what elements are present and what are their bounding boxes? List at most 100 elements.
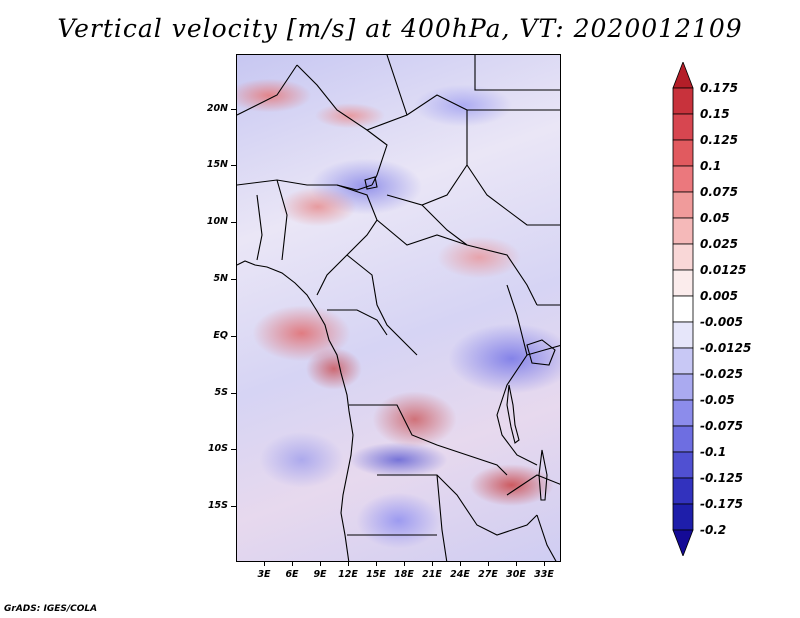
colorbar-label-14: -0.1	[700, 445, 727, 459]
y-tick-15n	[231, 165, 236, 166]
colorbar-label-1: 0.15	[700, 107, 730, 121]
y-label-eq: EQ	[213, 330, 228, 341]
border-south-3	[436, 474, 448, 561]
colorbar-segment-5	[672, 191, 694, 219]
y-tick-20n	[231, 109, 236, 110]
colorbar-label-0: 0.175	[700, 81, 738, 95]
lake-chad	[364, 176, 378, 190]
x-tick-33e	[544, 562, 545, 566]
y-tick-5s	[231, 393, 236, 394]
colorbar-segment-9	[672, 295, 694, 323]
y-tick-5n	[231, 279, 236, 280]
colorbar-segment-12	[672, 373, 694, 401]
y-label-20n: 20N	[206, 103, 228, 114]
lake-tanganyika	[506, 384, 520, 444]
border-south-2	[377, 474, 538, 536]
colorbar-segment-2	[672, 113, 694, 141]
y-tick-15s	[231, 506, 236, 507]
colorbar-segment-11	[672, 347, 694, 375]
colorbar-label-4: 0.075	[700, 185, 738, 199]
border-south-6	[536, 514, 557, 561]
x-tick-27e	[488, 562, 489, 566]
colorbar-segment-0	[672, 62, 694, 89]
border-east-1	[496, 284, 538, 466]
x-tick-30e	[516, 562, 517, 566]
border-west-1	[237, 64, 298, 116]
colorbar-segment-4	[672, 165, 694, 193]
border-south-5	[506, 474, 560, 496]
colorbar-segment-17	[672, 503, 694, 531]
colorbar-segment-8	[672, 269, 694, 297]
border-central-6	[327, 309, 388, 336]
colorbar-segment-10	[672, 321, 694, 349]
border-central-1	[316, 184, 378, 296]
colorbar-label-8: 0.005	[700, 289, 738, 303]
colorbar-label-12: -0.05	[700, 393, 735, 407]
colorbar-label-7: 0.0125	[700, 263, 747, 277]
colorbar-segment-18	[672, 529, 694, 556]
colorbar-label-17: -0.2	[700, 523, 727, 537]
colorbar-segment-13	[672, 399, 694, 427]
border-west-3	[256, 194, 263, 261]
x-label-21e: 21E	[422, 569, 442, 580]
border-central-4	[466, 164, 560, 226]
coastline-west	[237, 260, 354, 561]
colorbar-segment-3	[672, 139, 694, 167]
x-label-9e: 9E	[313, 569, 327, 580]
x-label-27e: 27E	[478, 569, 498, 580]
colorbar-label-15: -0.125	[700, 471, 743, 485]
y-label-5s: 5S	[214, 387, 228, 398]
x-label-15e: 15E	[366, 569, 386, 580]
y-label-10n: 10N	[206, 216, 228, 227]
colorbar-label-9: -0.005	[700, 315, 743, 329]
x-tick-21e	[432, 562, 433, 566]
border-east-3	[526, 344, 560, 356]
y-label-15n: 15N	[206, 159, 228, 170]
x-label-12e: 12E	[338, 569, 358, 580]
y-label-5n: 5N	[213, 273, 228, 284]
border-central-2	[376, 219, 538, 306]
y-tick-10s	[231, 449, 236, 450]
x-tick-3e	[264, 562, 265, 566]
colorbar-label-2: 0.125	[700, 133, 738, 147]
y-tick-eq	[231, 336, 236, 337]
x-label-18e: 18E	[394, 569, 414, 580]
x-label-6e: 6E	[285, 569, 299, 580]
lake-malawi	[538, 449, 548, 501]
x-tick-15e	[376, 562, 377, 566]
colorbar-label-10: -0.0125	[700, 341, 752, 355]
colorbar-segment-7	[672, 243, 694, 271]
y-label-10s: 10S	[207, 443, 228, 454]
border-north-5	[386, 55, 408, 116]
map-borders	[237, 55, 560, 561]
colorbar-segment-16	[672, 477, 694, 505]
y-label-15s: 15S	[207, 500, 228, 511]
x-tick-6e	[292, 562, 293, 566]
x-tick-18e	[404, 562, 405, 566]
x-tick-9e	[320, 562, 321, 566]
x-label-3e: 3E	[257, 569, 271, 580]
border-north-1	[296, 64, 388, 186]
credit-text: GrADS: IGES/COLA	[4, 604, 98, 614]
x-label-30e: 30E	[506, 569, 526, 580]
chart-title: Vertical velocity [m/s] at 400hPa, VT: 2…	[57, 14, 743, 43]
colorbar-label-3: 0.1	[700, 159, 722, 173]
colorbar-segment-14	[672, 425, 694, 453]
colorbar-segment-15	[672, 451, 694, 479]
colorbar-label-16: -0.175	[700, 497, 743, 511]
border-west-2	[237, 179, 373, 191]
map-panel	[236, 54, 561, 562]
y-tick-10n	[231, 222, 236, 223]
x-label-24e: 24E	[450, 569, 470, 580]
border-central-5	[346, 254, 418, 356]
border-north-4	[474, 55, 560, 91]
x-tick-12e	[348, 562, 349, 566]
border-west-4	[276, 179, 288, 261]
colorbar-label-5: 0.05	[700, 211, 730, 225]
x-tick-24e	[460, 562, 461, 566]
border-central-3	[421, 204, 468, 246]
colorbar-label-11: -0.025	[700, 367, 743, 381]
colorbar-label-6: 0.025	[700, 237, 738, 251]
colorbar-label-13: -0.075	[700, 419, 743, 433]
border-north-2	[366, 94, 468, 206]
